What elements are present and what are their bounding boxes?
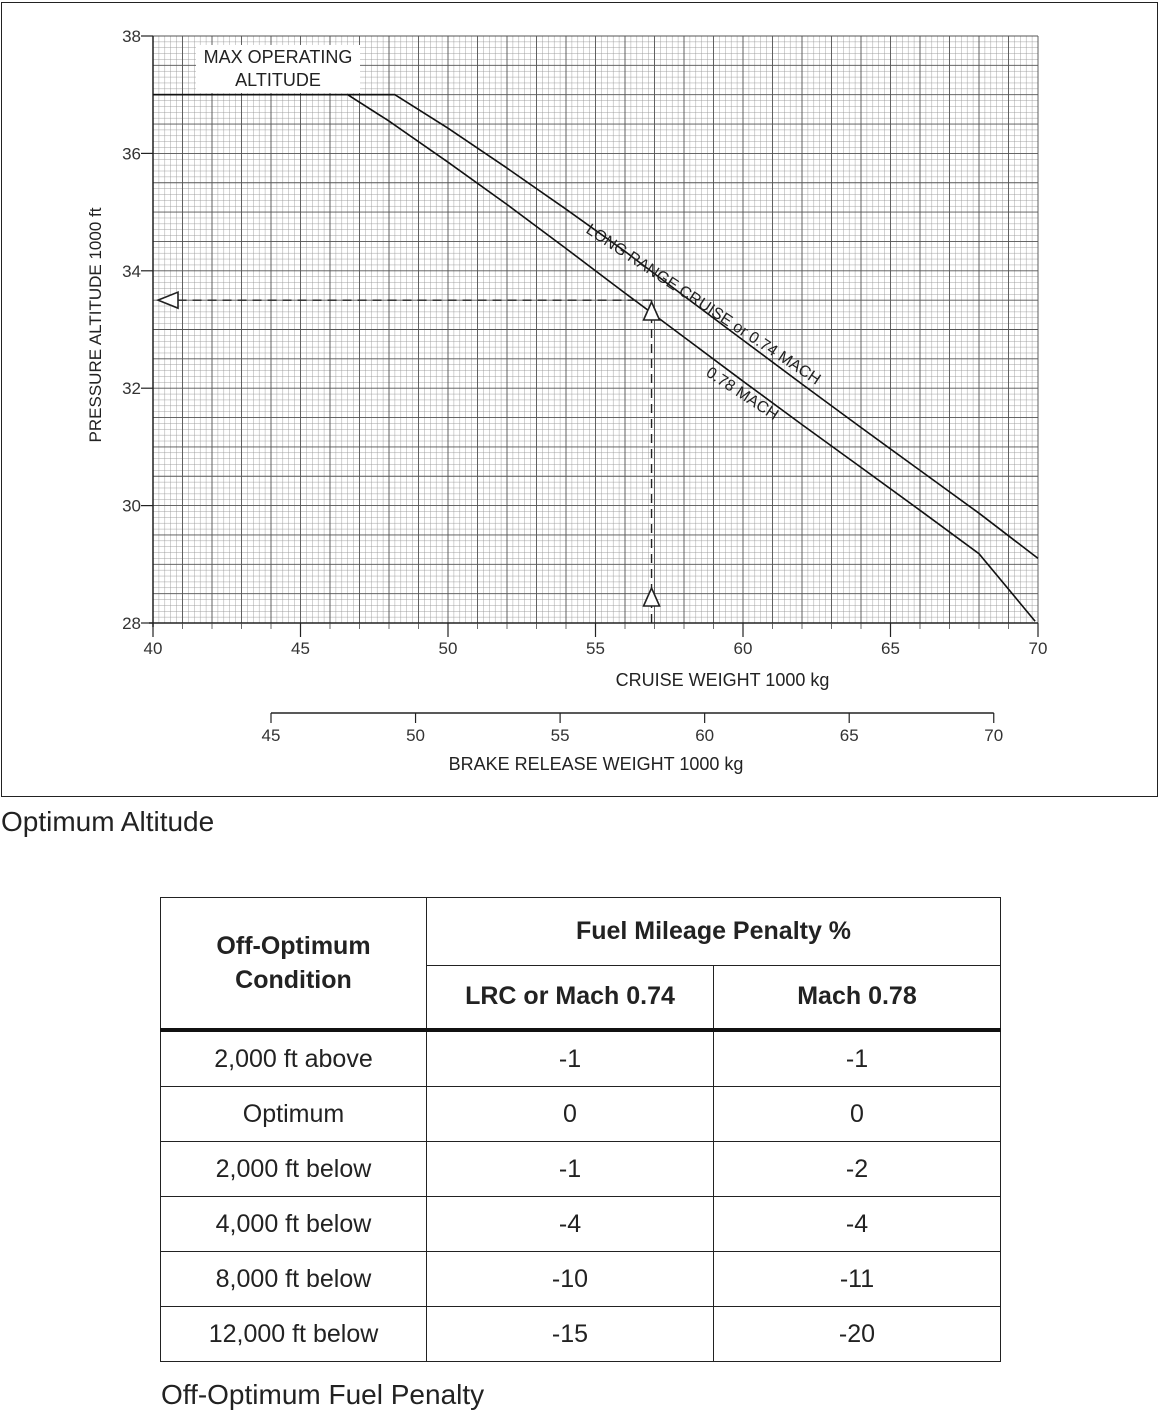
y-tick-label: 38 [122, 27, 141, 46]
table-caption: Off-Optimum Fuel Penalty [161, 1379, 485, 1410]
annotation-altitude: ALTITUDE [235, 70, 321, 90]
condition-cell: 2,000 ft above [160, 1029, 427, 1087]
lrc-cell: -10 [426, 1251, 714, 1307]
grid-major-lines [152, 35, 1039, 624]
x2-tick-label: 70 [984, 726, 1003, 745]
table-row: 2,000 ft above -1 -1 [160, 1029, 1001, 1087]
y-tick-label: 28 [122, 614, 141, 633]
x-tick-label: 65 [881, 639, 900, 658]
mach78-cell: -20 [713, 1306, 1001, 1362]
series-line-0 [153, 93, 1039, 560]
example-arrow-up-upper [642, 300, 661, 321]
table-row: 12,000 ft below -15 -20 [160, 1306, 1001, 1362]
header-mach-078: Mach 0.78 [713, 964, 1001, 1032]
x-tick-label: 50 [439, 639, 458, 658]
table-row: Optimum 0 0 [160, 1086, 1001, 1142]
example-arrow-up-lower [642, 586, 661, 607]
x-tick-label: 60 [734, 639, 753, 658]
lrc-cell: -1 [426, 1141, 714, 1197]
x-tick-label: 40 [144, 639, 163, 658]
header-penalty-group: Fuel Mileage Penalty % [426, 897, 1001, 966]
chart-frame [1, 2, 1158, 797]
condition-cell: 12,000 ft below [160, 1306, 427, 1362]
header-condition-line-1: Off-Optimum [216, 932, 371, 960]
condition-cell: 4,000 ft below [160, 1196, 427, 1252]
x-tick-label: 70 [1029, 639, 1048, 658]
y-axis-title: PRESSURE ALTITUDE 1000 ft [86, 207, 105, 442]
lrc-cell: -15 [426, 1306, 714, 1362]
series-line-1 [347, 94, 1036, 622]
mach78-cell: -1 [713, 1029, 1001, 1087]
x-tick-label: 55 [586, 639, 605, 658]
annotation-background [196, 45, 360, 93]
table-row: 2,000 ft below -1 -2 [160, 1141, 1001, 1197]
x2-tick-label: 45 [262, 726, 281, 745]
y-tick-label: 36 [122, 144, 141, 163]
mach78-cell: 0 [713, 1086, 1001, 1142]
x2-tick-label: 60 [695, 726, 714, 745]
x2-tick-label: 55 [551, 726, 570, 745]
table-row: 4,000 ft below -4 -4 [160, 1196, 1001, 1252]
example-arrow-left [155, 290, 179, 310]
condition-cell: 2,000 ft below [160, 1141, 427, 1197]
x-tick-label: 45 [291, 639, 310, 658]
header-lrc: LRC or Mach 0.74 [426, 964, 714, 1032]
x2-tick-label: 50 [406, 726, 425, 745]
lrc-cell: -4 [426, 1196, 714, 1252]
header-condition-line-2: Condition [235, 966, 352, 994]
x-axis-title: CRUISE WEIGHT 1000 kg [616, 670, 830, 690]
optimum-altitude-chart: 40 45 50 55 60 65 70 28 30 32 34 36 38 CRUISE WEIGHT … [86, 27, 1048, 774]
x2-tick-label: 65 [840, 726, 859, 745]
x2-axis-title: BRAKE RELEASE WEIGHT 1000 kg [449, 754, 744, 774]
lrc-cell: 0 [426, 1086, 714, 1142]
table-row: 8,000 ft below -10 -11 [160, 1251, 1001, 1307]
header-condition: Off-Optimum Condition [160, 897, 427, 1032]
mach78-cell: -4 [713, 1196, 1001, 1252]
lrc-cell: -1 [426, 1029, 714, 1087]
mach78-cell: -11 [713, 1251, 1001, 1307]
mach78-cell: -2 [713, 1141, 1001, 1197]
fuel-penalty-table: Off-Optimum Condition Fuel Mileage Penal… [160, 897, 1001, 1362]
condition-cell: 8,000 ft below [160, 1251, 427, 1307]
annotation-max-operating: MAX OPERATING [204, 47, 353, 67]
y-tick-label: 32 [122, 379, 141, 398]
chart-caption: Optimum Altitude [1, 806, 215, 837]
y-tick-label: 34 [122, 262, 141, 281]
condition-cell: Optimum [160, 1086, 427, 1142]
y-tick-label: 30 [122, 497, 141, 516]
